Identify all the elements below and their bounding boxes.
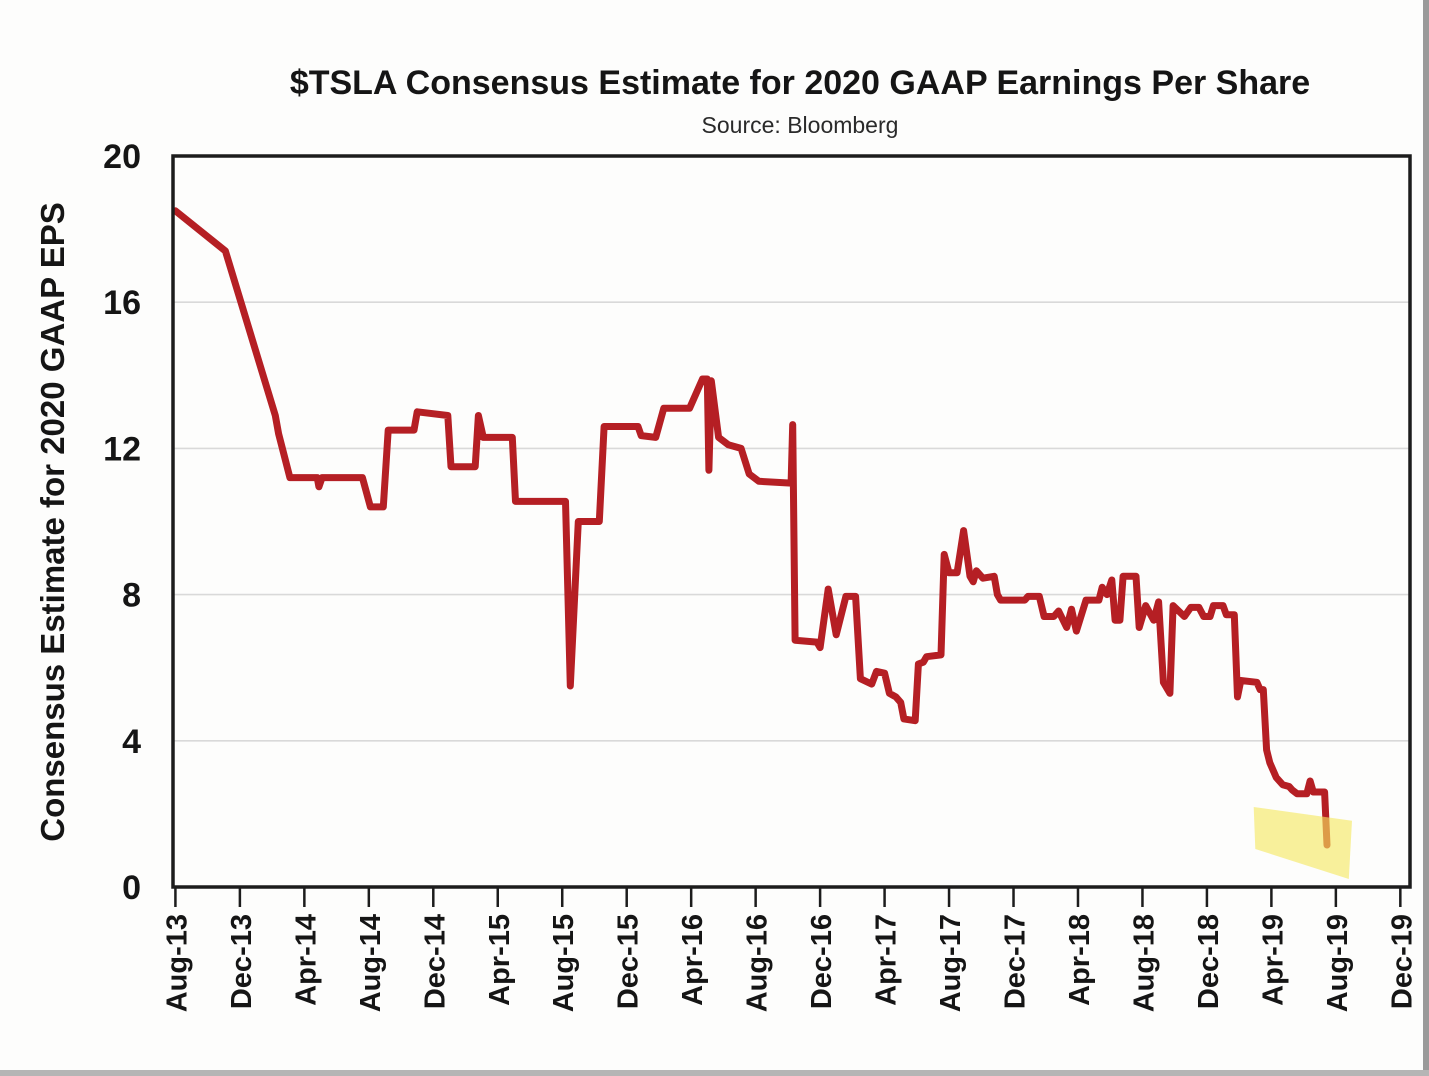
y-tick-label: 0 — [122, 869, 141, 907]
x-axis-labels: Aug-13 Dec-13 Apr-14 Aug-14 Dec-14 Apr-15 Aug-… — [161, 914, 1418, 1012]
page-edge-right — [1423, 0, 1429, 1076]
x-tick-label: Dec-18 — [1193, 914, 1225, 1009]
x-axis-ticks — [174, 888, 1402, 907]
x-tick-label: Apr-19 — [1257, 914, 1289, 1006]
x-tick-label: Apr-16 — [677, 914, 709, 1006]
highlight-quad — [1253, 807, 1352, 879]
x-tick-label: Aug-16 — [742, 914, 774, 1012]
x-tick-label: Dec-15 — [613, 914, 645, 1009]
x-tick-label: Aug-14 — [355, 914, 387, 1012]
y-tick-label: 4 — [122, 723, 141, 761]
chart-title: $TSLA Consensus Estimate for 2020 GAAP E… — [290, 64, 1310, 102]
x-tick-label: Aug-15 — [548, 914, 580, 1012]
chart-subtitle: Source: Bloomberg — [702, 112, 899, 138]
x-tick-label: Apr-15 — [484, 914, 516, 1006]
x-tick-label: Dec-13 — [226, 914, 258, 1009]
x-tick-label: Dec-17 — [1000, 914, 1032, 1009]
highlight-region — [1253, 807, 1352, 879]
plot-frame — [171, 154, 1412, 889]
y-tick-label: 12 — [103, 430, 141, 468]
y-tick-label: 8 — [122, 577, 141, 615]
plot-border — [171, 154, 1412, 889]
x-tick-label: Dec-14 — [419, 914, 451, 1009]
eps-line — [171, 207, 1331, 849]
page-edge-bottom — [0, 1070, 1429, 1076]
x-tick-label: Apr-14 — [290, 914, 322, 1006]
y-axis-labels: 0 4 8 12 16 20 — [103, 138, 141, 907]
series-lines — [171, 207, 1331, 849]
x-tick-label: Apr-17 — [871, 914, 903, 1006]
x-tick-label: Aug-18 — [1128, 914, 1160, 1012]
x-tick-label: Aug-19 — [1322, 914, 1354, 1012]
y-tick-label: 16 — [103, 284, 141, 322]
x-tick-label: Aug-13 — [161, 914, 193, 1012]
y-tick-label: 20 — [103, 138, 141, 176]
x-tick-label: Dec-16 — [806, 914, 838, 1009]
x-tick-label: Apr-18 — [1064, 914, 1096, 1006]
x-tick-label: Dec-19 — [1386, 914, 1418, 1009]
x-tick-label: Aug-17 — [935, 914, 967, 1012]
y-axis-title: Consensus Estimate for 2020 GAAP EPS — [34, 202, 71, 841]
